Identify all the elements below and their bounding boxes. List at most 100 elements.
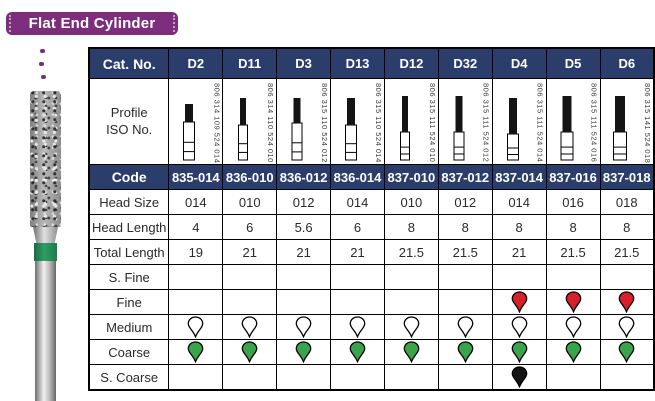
cell-medium-d4 — [491, 314, 547, 340]
profile-cell-d2: 806 314 109 524 014 — [168, 78, 224, 165]
row-label-s-fine: S. Fine — [88, 264, 170, 290]
cell-s-fine-d11 — [222, 264, 278, 290]
row-fine: Fine — [88, 289, 655, 315]
decorative-dot — [40, 49, 45, 53]
iso-number: 806 315 110 524 014 — [373, 83, 383, 163]
cell-medium-d12 — [383, 314, 439, 340]
cell-s-coarse-d3 — [276, 364, 332, 391]
iso-number: 806 315 110 524 012 — [320, 83, 330, 163]
profile-label-line: Profile — [110, 104, 148, 120]
cell-total-length-d5: 21.5 — [545, 239, 601, 265]
cell-head-size-d5: 016 — [545, 189, 601, 215]
grit-drop-green-icon — [241, 341, 258, 364]
bur-neck — [33, 227, 58, 244]
cell-head-length-d2: 4 — [168, 214, 224, 240]
cell-medium-d3 — [276, 314, 332, 340]
row-label-total-length: Total Length — [88, 239, 170, 265]
iso-number: 806 315 111 524 014 — [535, 83, 545, 163]
cell-head-length-d4: 8 — [491, 214, 547, 240]
cell-code-d11: 836-010 — [222, 164, 278, 190]
cell-s-coarse-d6 — [599, 364, 655, 391]
iso-number: 806 314 110 524 010 — [266, 83, 276, 163]
row-label-head-size: Head Size — [88, 189, 170, 215]
decorative-dot — [39, 62, 44, 66]
cell-medium-d2 — [168, 314, 224, 340]
grit-drop-white-icon — [565, 316, 582, 339]
profile-cell-d5: 806 315 111 524 016 — [545, 78, 601, 165]
column-header-d12: D12 — [383, 47, 439, 79]
cell-head-size-d32: 012 — [437, 189, 493, 215]
cell-total-length-d3: 21 — [276, 239, 332, 265]
cell-code-d2: 835-014 — [168, 164, 224, 190]
cell-coarse-d4 — [491, 339, 547, 365]
row-label-head-length: Head Length — [88, 214, 170, 240]
grit-drop-white-icon — [187, 316, 204, 339]
cell-s-fine-d5 — [545, 264, 601, 290]
bur-profile-icon — [559, 96, 574, 161]
grit-drop-green-icon — [349, 341, 366, 364]
iso-number: 806 315 141 524 018 — [643, 83, 652, 164]
cell-medium-d13 — [330, 314, 385, 340]
profile-cell-d13: 806 315 110 524 014 — [330, 78, 385, 165]
cell-code-d32: 837-012 — [437, 164, 493, 190]
cell-s-fine-d2 — [168, 264, 224, 290]
cell-head-length-d13: 6 — [330, 214, 385, 240]
cell-fine-d32 — [437, 289, 493, 315]
column-header-d4: D4 — [491, 47, 547, 79]
spec-table: Cat. No. D2 D11 D3 D13 D12 D32 D4 D5 D6 Profile ISO… — [88, 47, 655, 391]
row-code: Code 835-014 836-010 836-012 836-014 837-010 8… — [88, 164, 655, 190]
grit-drop-green-icon — [457, 341, 474, 364]
column-header-d5: D5 — [545, 47, 601, 79]
column-header-d13: D13 — [330, 47, 385, 79]
cell-code-d12: 837-010 — [383, 164, 439, 190]
cell-s-fine-d13 — [330, 264, 385, 290]
cell-s-fine-d4 — [491, 264, 547, 290]
grit-drop-white-icon — [457, 316, 474, 339]
column-header-d32: D32 — [437, 47, 493, 79]
cell-code-d3: 836-012 — [276, 164, 332, 190]
grit-drop-white-icon — [241, 316, 258, 339]
cell-coarse-d5 — [545, 339, 601, 365]
cell-s-coarse-d4 — [491, 364, 547, 391]
grit-drop-green-icon — [295, 341, 312, 364]
row-label-s-coarse: S. Coarse — [88, 364, 170, 391]
cell-coarse-d12 — [383, 339, 439, 365]
cell-coarse-d11 — [222, 339, 278, 365]
grit-drop-white-icon — [349, 316, 366, 339]
iso-number: 806 315 111 524 010 — [427, 83, 437, 163]
cell-s-fine-d12 — [383, 264, 439, 290]
profile-cell-d4: 806 315 111 524 014 — [491, 78, 547, 165]
cell-s-fine-d3 — [276, 264, 332, 290]
bur-profile-icon — [505, 98, 520, 161]
spec-table-container: Cat. No. D2 D11 D3 D13 D12 D32 D4 D5 D6 Profile ISO… — [88, 47, 655, 391]
row-head-length: Head Length 4 6 5.6 6 8 8 8 8 8 — [88, 214, 655, 240]
cell-fine-d2 — [168, 289, 224, 315]
cell-fine-d13 — [330, 289, 385, 315]
cell-s-fine-d32 — [437, 264, 493, 290]
cell-s-coarse-d5 — [545, 364, 601, 391]
cell-head-size-d13: 014 — [330, 189, 385, 215]
cell-head-size-d11: 010 — [222, 189, 278, 215]
row-label-medium: Medium — [88, 314, 170, 340]
row-total-length: Total Length 19 21 21 21 21.5 21.5 21 21.5 21.5 — [88, 239, 655, 265]
profile-cell-d32: 806 315 111 524 012 — [437, 78, 493, 165]
profile-cell-d3: 806 315 110 524 012 — [276, 78, 332, 165]
cell-s-coarse-d13 — [330, 364, 385, 391]
row-label-code: Code — [88, 164, 170, 190]
cell-code-d5: 837-016 — [545, 164, 601, 190]
cell-total-length-d32: 21.5 — [437, 239, 493, 265]
cell-head-size-d4: 014 — [491, 189, 547, 215]
cell-head-length-d32: 8 — [437, 214, 493, 240]
cell-s-coarse-d11 — [222, 364, 278, 391]
cell-fine-d5 — [545, 289, 601, 315]
row-label-profile-iso-no: Profile ISO No. — [88, 78, 170, 165]
profile-label-line: ISO No. — [106, 121, 153, 137]
cell-fine-d11 — [222, 289, 278, 315]
grit-drop-red-icon — [565, 291, 582, 314]
cell-head-length-d3: 5.6 — [276, 214, 332, 240]
cell-s-coarse-d32 — [437, 364, 493, 391]
cell-head-size-d3: 012 — [276, 189, 332, 215]
row-s-coarse: S. Coarse — [88, 364, 655, 391]
profile-cell-d12: 806 315 111 524 010 — [383, 78, 439, 165]
column-header-d3: D3 — [276, 47, 332, 79]
